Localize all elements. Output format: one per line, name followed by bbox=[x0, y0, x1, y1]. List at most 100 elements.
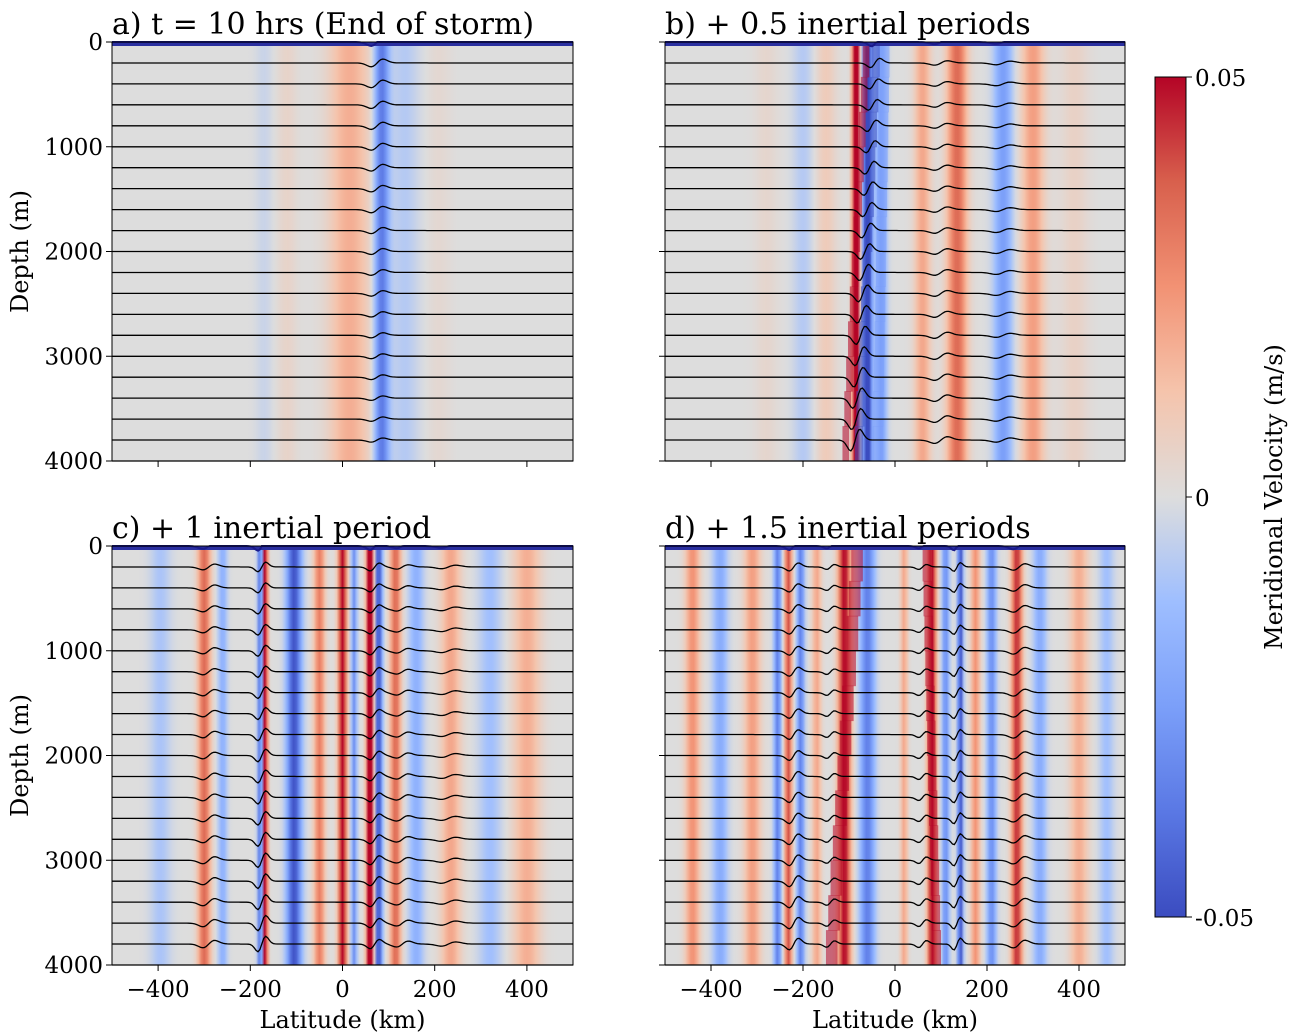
isopycnal-line-14 bbox=[112, 831, 573, 848]
isopycnal-line-12 bbox=[665, 791, 1125, 804]
y-tick-label-0: 0 bbox=[88, 30, 103, 56]
isopycnal-line-14 bbox=[665, 325, 1125, 346]
isopycnal-line-1 bbox=[665, 57, 1125, 69]
x-tick-label-0: −400 bbox=[127, 977, 190, 1003]
x-tick-label-4: 400 bbox=[505, 977, 549, 1003]
x-tick-label-2: 0 bbox=[888, 977, 903, 1003]
surface-layer bbox=[112, 42, 573, 46]
tilted-band-0-segment-6 bbox=[837, 755, 850, 791]
isopycnal-line-5 bbox=[665, 645, 1125, 657]
tilted-band-0-segment-4 bbox=[842, 685, 854, 722]
isopycnal-line-13 bbox=[665, 812, 1125, 825]
isopycnal-line-1 bbox=[112, 58, 573, 68]
tilted-band-2-segment-9 bbox=[874, 356, 885, 392]
x-tick-label-2: 0 bbox=[335, 977, 350, 1003]
x-axis-label: Latitude (km) bbox=[812, 1006, 978, 1034]
colorbar: 0.05 0 -0.05 Meridional Velocity (m/s) bbox=[1154, 66, 1288, 932]
y-tick-label-2: 2000 bbox=[44, 240, 103, 266]
isopycnal-line-7 bbox=[665, 181, 1125, 197]
y-tick-label-4: 4000 bbox=[44, 953, 103, 979]
tilted-band-2-segment-10 bbox=[873, 391, 884, 427]
isopycnal-line-9 bbox=[112, 226, 573, 235]
isopycnal-line-11 bbox=[112, 268, 573, 276]
isopycnal-line-4 bbox=[112, 623, 573, 636]
tilted-band-1-segment-7 bbox=[929, 790, 938, 826]
tilted-band-0-segment-1 bbox=[860, 76, 868, 113]
x-tick-label-3: 200 bbox=[965, 977, 1009, 1003]
isopycnal-line-6 bbox=[112, 163, 573, 172]
isopycnal-line-8 bbox=[112, 205, 573, 214]
isopycnal-line-13 bbox=[665, 304, 1125, 324]
x-tick-label-0: −400 bbox=[679, 977, 742, 1003]
isopycnal-line-5 bbox=[112, 142, 573, 151]
isopycnal-line-18 bbox=[665, 407, 1125, 431]
isopycnal-line-19 bbox=[112, 935, 573, 953]
y-axis-label: Depth (m) bbox=[6, 190, 34, 313]
tilted-band-2-segment-1 bbox=[878, 76, 889, 113]
isopycnal-line-6 bbox=[665, 666, 1125, 678]
x-tick-label-1: −200 bbox=[219, 977, 282, 1003]
tilted-band-0-segment-5 bbox=[839, 720, 852, 756]
isopycnal-line-7 bbox=[665, 686, 1125, 699]
tilted-band-1-segment-1 bbox=[870, 76, 879, 113]
tilted-band-0-segment-3 bbox=[844, 650, 856, 687]
isopycnal-line-17 bbox=[665, 895, 1125, 909]
isopycnal-line-5 bbox=[112, 644, 573, 657]
isopycnal-line-2 bbox=[665, 78, 1125, 90]
tilted-band-1-segment-6 bbox=[928, 755, 937, 791]
isopycnal-line-12 bbox=[665, 284, 1125, 303]
panel-d: −400 −200 0 200 400 d) + 1.5 inertial periods… bbox=[659, 511, 1126, 1034]
isopycnal-line-13 bbox=[112, 311, 573, 318]
isopycnal-line-6 bbox=[112, 665, 573, 679]
tilted-band-0-segment-1 bbox=[848, 580, 861, 617]
tilted-band-0-segment-2 bbox=[846, 615, 859, 652]
isopycnal-line-16 bbox=[112, 873, 573, 890]
colorbar-gradient bbox=[1154, 76, 1187, 918]
tilted-band-0-segment-7 bbox=[849, 286, 857, 322]
tilted-band-0-segment-3 bbox=[857, 146, 864, 183]
isopycnal-line-17 bbox=[112, 395, 573, 402]
isopycnal-line-2 bbox=[112, 582, 573, 594]
isopycnal-line-15 bbox=[665, 345, 1125, 367]
tilted-band-1-segment-0 bbox=[871, 42, 880, 78]
isopycnal-line-3 bbox=[112, 100, 573, 110]
x-tick-label-4: 400 bbox=[1057, 977, 1101, 1003]
isopycnal-line-11 bbox=[112, 769, 573, 784]
isopycnal-line-4 bbox=[665, 624, 1125, 636]
isopycnal-line-4 bbox=[112, 121, 573, 131]
isopycnal-line-8 bbox=[665, 201, 1125, 218]
tilted-band-2-segment-0 bbox=[879, 42, 890, 78]
y-tick-label-3: 3000 bbox=[44, 848, 103, 874]
isopycnal-line-19 bbox=[665, 428, 1125, 452]
tilted-band-0-segment-0 bbox=[851, 546, 863, 582]
isopycnal-line-15 bbox=[665, 853, 1125, 867]
isopycnal-line-12 bbox=[112, 789, 573, 805]
colorbar-tick-max: 0.05 bbox=[1195, 66, 1246, 92]
isopycnal-line-10 bbox=[112, 748, 573, 763]
isopycnal-line-12 bbox=[112, 289, 573, 297]
isopycnal-line-19 bbox=[112, 437, 573, 443]
isopycnal-line-6 bbox=[665, 160, 1125, 175]
tilted-band-1-segment-10 bbox=[931, 895, 941, 931]
isopycnal-line-5 bbox=[665, 140, 1125, 154]
isopycnal-line-15 bbox=[112, 852, 573, 869]
isopycnal-line-15 bbox=[112, 353, 573, 360]
tilted-band-1-segment-5 bbox=[927, 720, 936, 756]
isopycnal-line-17 bbox=[112, 893, 573, 911]
colorbar-label: Meridional Velocity (m/s) bbox=[1260, 344, 1288, 650]
isopycnal-line-13 bbox=[112, 810, 573, 826]
isopycnal-line-10 bbox=[112, 247, 573, 256]
isopycnal-line-4 bbox=[665, 119, 1125, 132]
tilted-band-1-segment-9 bbox=[857, 356, 867, 392]
panel-title: d) + 1.5 inertial periods bbox=[665, 511, 1031, 546]
tilted-band-0-segment-10 bbox=[828, 895, 840, 931]
isopycnal-line-18 bbox=[112, 914, 573, 932]
tilted-band-1-segment-6 bbox=[862, 251, 871, 287]
isopycnal-line-17 bbox=[665, 387, 1125, 410]
tilted-band-1-segment-5 bbox=[864, 216, 873, 252]
tilted-band-2-segment-3 bbox=[877, 146, 888, 183]
x-axis-label: Latitude (km) bbox=[260, 1006, 426, 1034]
tilted-band-1-segment-1 bbox=[923, 580, 932, 617]
